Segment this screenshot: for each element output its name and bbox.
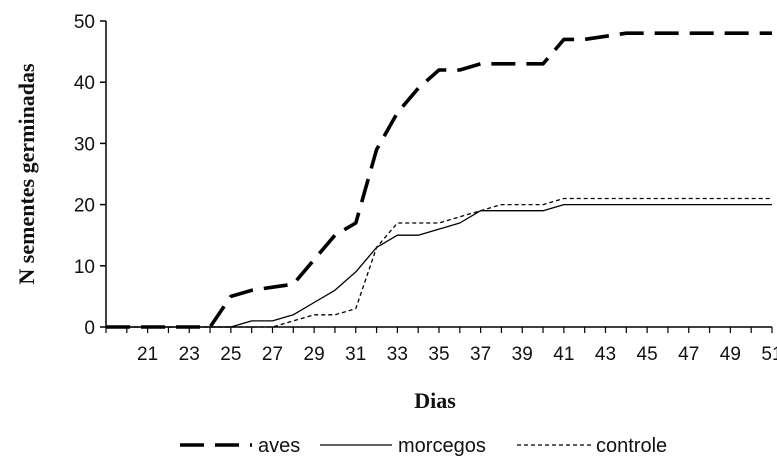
y-tick-label: 10: [74, 257, 95, 278]
x-tick-label: 31: [345, 344, 366, 365]
legend-label-controle: controle: [596, 435, 667, 457]
x-tick-label: 51: [761, 344, 777, 365]
y-axis-title: N sementes germinadas: [14, 63, 39, 285]
y-tick-label: 50: [74, 12, 95, 33]
x-tick-label: 43: [595, 344, 616, 365]
legend-label-aves: aves: [258, 435, 300, 457]
x-tick-label: 37: [470, 344, 491, 365]
y-tick-label: 30: [74, 134, 95, 155]
x-tick-label: 35: [428, 344, 449, 365]
y-tick-label: 40: [74, 73, 95, 94]
axes: 0 10 20 30 40 50 21 23 25 27 29 31 33 35 37 39 41 43 45 47 4…: [14, 12, 777, 413]
x-tick-label: 39: [512, 344, 533, 365]
legend-label-morcegos: morcegos: [398, 435, 486, 457]
x-tick-label: 23: [179, 344, 200, 365]
legend: aves morcegos controle: [180, 435, 667, 457]
x-tick-label: 45: [637, 344, 658, 365]
x-tick-label: 25: [220, 344, 241, 365]
series-lines: [106, 31, 772, 329]
x-axis-title: Dias: [414, 388, 456, 413]
y-tick-label: 20: [74, 196, 95, 217]
x-tick-label: 49: [720, 344, 741, 365]
series-line-aves: [106, 31, 772, 329]
x-tick-label: 41: [553, 344, 574, 365]
x-tick-label: 29: [304, 344, 325, 365]
series-line-morcegos: [106, 203, 772, 328]
x-tick-label: 33: [387, 344, 408, 365]
series-line-controle: [106, 197, 772, 328]
y-tick-label: 0: [84, 318, 95, 339]
x-tick-label: 27: [262, 344, 283, 365]
x-tick-label: 47: [678, 344, 699, 365]
x-tick-label: 21: [137, 344, 158, 365]
